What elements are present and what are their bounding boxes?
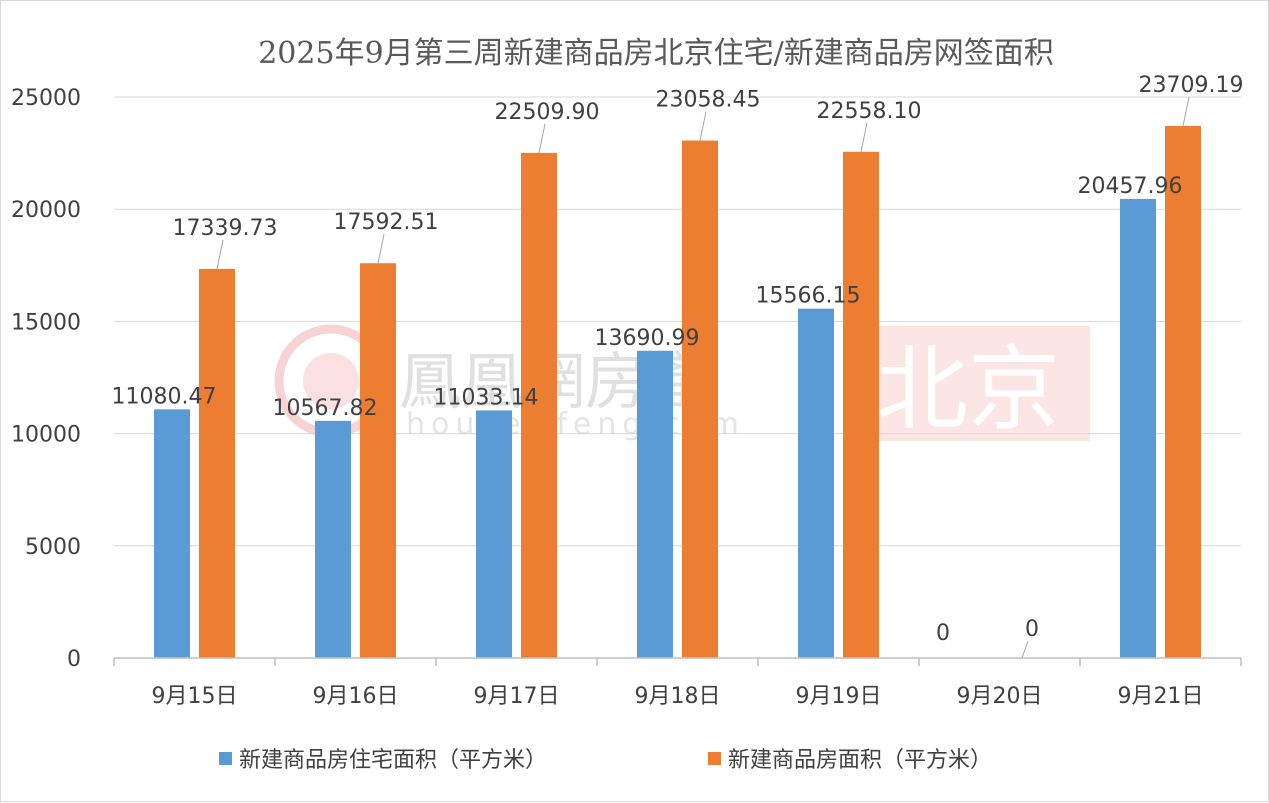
legend-label: 新建商品房面积（平方米） — [728, 748, 992, 773]
watermark-logo-core — [303, 353, 359, 409]
leader-line — [538, 123, 546, 153]
bars — [154, 125, 1201, 659]
bar-residential — [476, 410, 512, 658]
leader-line — [1021, 640, 1029, 659]
data-label: 0 — [1025, 617, 1039, 642]
y-tick-label: 5000 — [25, 535, 81, 560]
data-label: 23058.45 — [656, 88, 761, 113]
bar-total — [1165, 125, 1201, 659]
gridlines — [114, 96, 1241, 547]
bar-total — [682, 140, 718, 659]
y-tick-label: 25000 — [11, 86, 81, 111]
leader-line — [377, 234, 385, 264]
leader-line — [699, 111, 707, 141]
bar-residential — [1120, 198, 1156, 658]
bar-residential — [798, 308, 834, 658]
bar-total — [521, 152, 557, 658]
y-tick-label: 0 — [67, 647, 81, 672]
data-label: 10567.82 — [273, 396, 378, 421]
x-tick-label: 9月21日 — [1118, 684, 1204, 709]
x-tick-label: 9月19日 — [796, 684, 882, 709]
y-tick-label: 10000 — [11, 423, 81, 448]
legend-label: 新建商品房住宅面积（平方米） — [239, 748, 547, 773]
data-label: 23709.19 — [1139, 73, 1244, 98]
data-label: 0 — [936, 621, 950, 646]
legend-swatch — [708, 752, 721, 765]
bar-total — [199, 268, 235, 658]
x-tick-label: 9月17日 — [474, 684, 560, 709]
y-axis: 0 5000 10000 15000 20000 25000 — [11, 86, 81, 672]
x-tick-label: 9月18日 — [635, 684, 721, 709]
bar-residential — [315, 420, 351, 658]
data-label: 11080.47 — [112, 384, 217, 409]
bar-total — [360, 263, 396, 658]
bar-total — [843, 151, 879, 658]
data-label: 20457.96 — [1078, 174, 1183, 199]
bar-residential — [637, 350, 673, 658]
x-tick-label: 9月20日 — [957, 684, 1043, 709]
watermark-city: 北京 — [876, 336, 1060, 443]
legend: 新建商品房住宅面积（平方米） 新建商品房面积（平方米） — [219, 748, 992, 773]
x-axis: 9月15日 9月16日 9月17日 9月18日 9月19日 9月20日 9月21日 — [113, 657, 1242, 709]
x-tick-label: 9月16日 — [313, 684, 399, 709]
data-label: 13690.99 — [595, 326, 700, 351]
watermark-city-box — [846, 326, 1090, 441]
data-labels: 11080.47 17339.73 10567.82 17592.51 11033.14… — [112, 73, 1244, 659]
data-label: 11033.14 — [434, 385, 539, 410]
leader-line — [860, 122, 868, 152]
data-label: 17339.73 — [173, 216, 278, 241]
data-label: 22509.90 — [495, 100, 600, 125]
data-label: 22558.10 — [817, 99, 922, 124]
bar-residential — [154, 409, 190, 658]
y-tick-label: 15000 — [11, 310, 81, 335]
legend-swatch — [219, 752, 232, 765]
leader-line — [216, 239, 224, 269]
data-label: 17592.51 — [334, 210, 439, 235]
leader-line — [1182, 96, 1190, 127]
x-tick-label: 9月15日 — [152, 684, 238, 709]
data-label: 15566.15 — [756, 284, 861, 309]
chart-title: 2025年9月第三周新建商品房北京住宅/新建商品房网签面积 — [258, 36, 1054, 71]
y-tick-label: 20000 — [11, 198, 81, 223]
